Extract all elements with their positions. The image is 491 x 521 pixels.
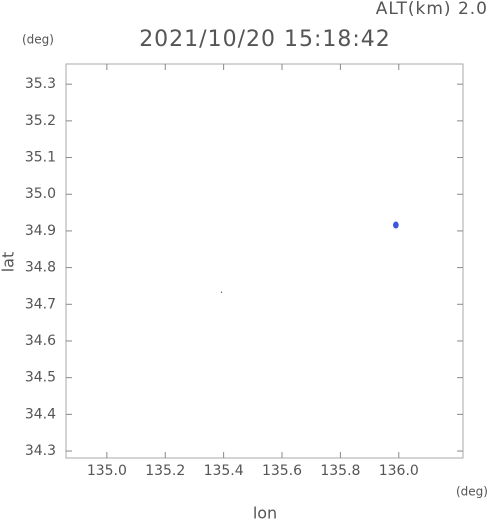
y-tick-label: 35.0 bbox=[25, 186, 56, 202]
chart-title: 2021/10/20 15:18:42 bbox=[139, 27, 391, 52]
y-tick-label: 34.8 bbox=[25, 260, 56, 276]
y-tick-label: 35.2 bbox=[25, 113, 56, 129]
y-tick-label: 34.7 bbox=[25, 296, 56, 312]
chart-subtitle: ALT(km) 2.0 bbox=[376, 0, 488, 19]
y-tick-label: 34.6 bbox=[25, 333, 56, 349]
y-tick-label: 35.1 bbox=[25, 150, 56, 166]
y-tick-label: 34.3 bbox=[25, 443, 56, 459]
x-tick-label: 135.0 bbox=[87, 463, 127, 479]
point bbox=[393, 221, 399, 229]
y-tick-label: 35.3 bbox=[25, 76, 56, 92]
y-axis-label: lat bbox=[0, 252, 18, 273]
point bbox=[221, 291, 223, 293]
y-tick-label: 34.4 bbox=[25, 406, 56, 422]
y-unit: (deg) bbox=[22, 33, 54, 47]
x-tick-label: 135.2 bbox=[145, 463, 185, 479]
x-axis-label: lon bbox=[253, 504, 277, 521]
x-tick-label: 135.8 bbox=[320, 463, 360, 479]
y-tick-label: 34.5 bbox=[25, 370, 56, 386]
x-tick-label: 136.0 bbox=[379, 463, 419, 479]
x-unit: (deg) bbox=[456, 485, 488, 499]
x-tick-label: 135.6 bbox=[262, 463, 302, 479]
x-tick-label: 135.4 bbox=[204, 463, 244, 479]
y-tick-label: 34.9 bbox=[25, 223, 56, 239]
plot-frame bbox=[65, 63, 464, 459]
